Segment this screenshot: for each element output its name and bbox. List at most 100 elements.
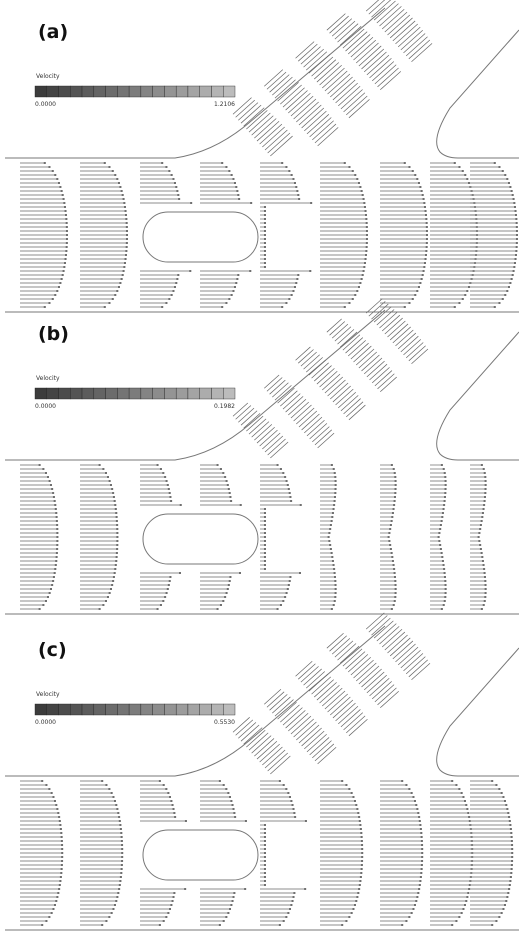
velocity-vector [328, 694, 348, 712]
velocity-vector [382, 9, 404, 29]
velocity-vector [296, 102, 318, 122]
velocity-vector [254, 738, 274, 756]
velocity-vector [267, 378, 282, 392]
legend-cell [129, 86, 141, 97]
velocity-vector [314, 60, 336, 79]
legend-cell [164, 704, 176, 715]
velocity-vector [236, 406, 251, 420]
velocity-vector [340, 646, 359, 663]
velocity-vector [333, 80, 355, 100]
branch-right-wall [437, 648, 519, 776]
legend-cell [129, 704, 141, 715]
velocity-vector [249, 113, 270, 132]
velocity-vector [294, 99, 316, 119]
velocity-vector [291, 716, 311, 734]
velocity-vector [302, 728, 322, 746]
velocity-vector [294, 719, 314, 737]
velocity-vector [377, 4, 399, 23]
velocity-vector [364, 52, 386, 72]
legend-cell [94, 86, 106, 97]
legend-cell [117, 86, 129, 97]
velocity-vector [314, 680, 333, 697]
legend-title: Velocity [36, 73, 60, 80]
velocity-vector [371, 618, 390, 635]
velocity-vector [288, 93, 310, 113]
velocity-vector [356, 663, 376, 681]
velocity-vector [393, 21, 415, 41]
velocity-vector [409, 660, 428, 677]
velocity-vector [299, 105, 321, 125]
velocity-vector [378, 688, 397, 705]
velocity-vector [310, 118, 332, 137]
velocity-vector [302, 108, 324, 128]
velocity-vector [375, 685, 394, 702]
legend-cell [164, 388, 176, 399]
branch-right-wall [437, 332, 519, 460]
velocity-vector [267, 72, 286, 89]
panel-label: (c) [38, 639, 67, 661]
velocity-vector [260, 124, 282, 144]
velocity-vector [356, 43, 378, 63]
velocity-vector [412, 43, 433, 61]
velocity-vector [359, 46, 381, 66]
velocity-vector [362, 669, 382, 687]
legend-cell [82, 388, 94, 399]
velocity-vector [346, 652, 365, 669]
velocity-vector [409, 40, 430, 59]
velocity-vector [318, 127, 339, 145]
velocity-vector [252, 116, 274, 135]
velocity-vector [275, 80, 296, 98]
velocity-vector [354, 40, 376, 60]
velocity-vector [254, 118, 276, 138]
legend-cell [59, 704, 71, 715]
velocity-vector [270, 756, 290, 774]
velocity-vector [395, 644, 415, 662]
figure: (a)Velocity0.00001.2106(b)Velocity0.0000… [0, 0, 519, 935]
velocity-vector [257, 121, 279, 141]
velocity-vector [278, 702, 297, 719]
velocity-vector [379, 626, 399, 644]
velocity-vector [301, 47, 321, 65]
velocity-vector [288, 713, 308, 731]
velocity-vector [385, 632, 405, 650]
velocity-vector [265, 750, 285, 768]
velocity-vector [332, 19, 352, 37]
legend-cell [200, 388, 212, 399]
velocity-vector [257, 741, 277, 759]
legend-cell [70, 704, 82, 715]
velocity-vector [330, 77, 352, 97]
velocity-vector [387, 635, 407, 653]
legend-cell [117, 704, 129, 715]
velocity-vector [341, 89, 363, 108]
velocity-vector [249, 733, 268, 750]
velocity-vector [367, 675, 387, 693]
velocity-vector [298, 44, 317, 61]
velocity-vector [346, 96, 367, 115]
velocity-vector [312, 741, 331, 758]
velocity-vector [280, 705, 299, 722]
velocity-vector [374, 1, 395, 20]
velocity-vector [312, 121, 333, 140]
legend-cell [106, 704, 118, 715]
velocity-vector [330, 697, 350, 715]
velocity-vector [307, 114, 329, 134]
legend-cell [70, 86, 82, 97]
velocity-vector [401, 650, 421, 668]
legend-cell [188, 86, 200, 97]
velocity-vector [262, 127, 284, 147]
velocity-vector [401, 30, 423, 50]
velocity-vector [268, 133, 290, 153]
velocity-vector [286, 710, 306, 728]
obstacle [143, 514, 258, 564]
velocity-vector [309, 54, 330, 73]
velocity-vector [270, 136, 292, 156]
velocity-vector [344, 713, 363, 730]
legend-cell [94, 388, 106, 399]
velocity-vector [404, 653, 423, 670]
velocity-vector [367, 55, 389, 75]
velocity-vector [325, 71, 347, 91]
legend-max: 1.2106 [214, 101, 235, 108]
velocity-vector [325, 691, 345, 709]
velocity-vector [359, 666, 379, 684]
